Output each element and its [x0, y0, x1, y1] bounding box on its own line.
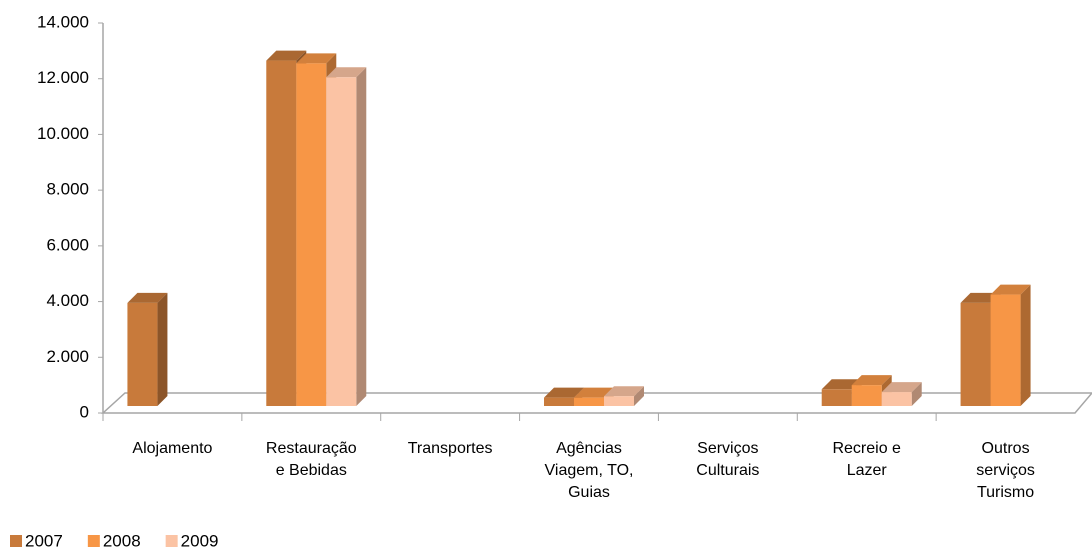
bar-side: [634, 386, 644, 406]
y-tick-label: 6.000: [46, 235, 89, 254]
y-tick-label: 8.000: [46, 180, 89, 199]
x-tick-label: Serviços Culturais: [696, 440, 760, 479]
bar-side: [356, 67, 367, 407]
bar: [821, 389, 852, 406]
bar: [544, 397, 574, 406]
bar: [604, 396, 634, 406]
bar-top: [851, 375, 892, 386]
bar: [296, 63, 327, 406]
x-tick-label: Alojamento: [132, 440, 213, 457]
bar-top: [990, 284, 1031, 295]
bar: [574, 397, 604, 406]
y-tick-label: 14.000: [37, 12, 89, 31]
legend-swatch: [165, 535, 178, 547]
bar-top: [127, 292, 168, 303]
bar: [266, 60, 297, 406]
bar: [990, 294, 1021, 406]
legend-label: 2007: [25, 531, 63, 550]
y-tick-label: 0: [80, 402, 89, 421]
y-tick-label: 2.000: [46, 347, 89, 366]
floor: [101, 392, 1092, 414]
x-tick-label: Recreio e Lazer: [832, 440, 901, 479]
legend-swatch: [87, 535, 100, 547]
bar: [881, 392, 912, 406]
y-tick-label: 4.000: [46, 291, 89, 310]
bar: [127, 302, 158, 406]
bar-top: [266, 50, 307, 61]
bar-top: [544, 387, 584, 398]
bar-top: [296, 53, 337, 64]
x-tick-label: Agências Viagem, TO, Guias: [544, 440, 634, 501]
bar: [851, 385, 882, 406]
x-tick-label: Outros serviços Turismo: [976, 440, 1035, 501]
bar: [960, 302, 991, 406]
legend-label: 2009: [181, 531, 219, 550]
bar-side: [157, 292, 168, 406]
y-tick-label: 12.000: [37, 68, 89, 87]
bar-side: [911, 382, 922, 406]
x-tick-label: Transportes: [407, 440, 493, 457]
x-tick-label: Restauração e Bebidas: [265, 440, 357, 479]
bar-top: [574, 387, 614, 398]
y-tick-label: 10.000: [37, 124, 89, 143]
bar-side: [1020, 284, 1031, 406]
legend-label: 2008: [103, 531, 141, 550]
bar-top: [881, 382, 922, 393]
legend-swatch: [10, 535, 22, 547]
bar-top: [604, 386, 644, 397]
bar-top: [326, 67, 367, 78]
bar: [326, 77, 357, 407]
